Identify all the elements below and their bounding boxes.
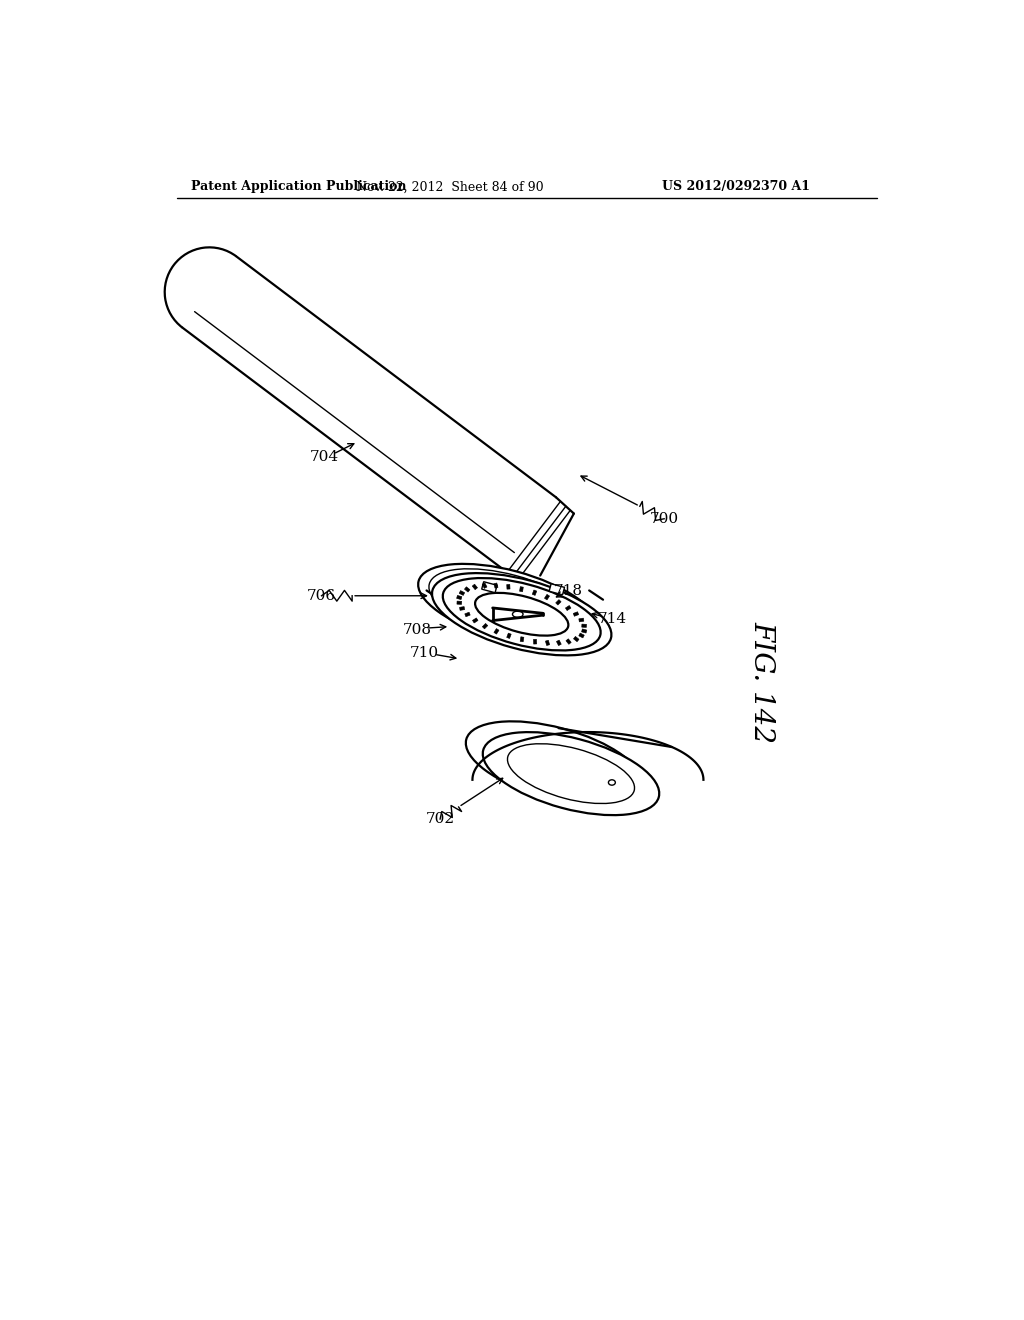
Text: 706: 706 — [307, 589, 336, 603]
Bar — [494, 583, 498, 589]
Bar — [457, 601, 462, 605]
Text: Nov. 22, 2012  Sheet 84 of 90: Nov. 22, 2012 Sheet 84 of 90 — [356, 181, 544, 194]
Text: 704: 704 — [310, 450, 339, 465]
Bar — [457, 595, 462, 599]
Text: US 2012/0292370 A1: US 2012/0292370 A1 — [662, 181, 810, 194]
Text: 702: 702 — [426, 812, 455, 826]
Bar — [465, 612, 470, 616]
Ellipse shape — [466, 721, 642, 804]
Ellipse shape — [482, 733, 659, 816]
Bar — [481, 582, 497, 593]
Bar — [566, 639, 571, 644]
Ellipse shape — [418, 564, 598, 645]
Bar — [507, 634, 511, 639]
Bar — [459, 590, 465, 595]
Bar — [472, 585, 477, 590]
Bar — [482, 623, 487, 628]
Bar — [482, 583, 487, 589]
Bar — [546, 640, 550, 645]
Bar — [549, 583, 564, 595]
Text: FIG. 142: FIG. 142 — [749, 620, 775, 743]
Bar — [545, 594, 550, 599]
Bar — [573, 611, 579, 616]
Bar — [519, 586, 523, 591]
Bar — [494, 628, 499, 634]
Bar — [582, 628, 587, 634]
Bar — [460, 607, 465, 610]
Ellipse shape — [432, 573, 611, 655]
Text: 700: 700 — [649, 512, 679, 525]
Text: 708: 708 — [402, 623, 431, 636]
Bar — [520, 636, 524, 642]
Bar — [465, 587, 470, 593]
Bar — [579, 618, 584, 622]
Text: 718: 718 — [553, 585, 583, 598]
Bar — [472, 618, 478, 623]
Bar — [565, 606, 571, 611]
Bar — [507, 585, 510, 589]
Bar — [573, 636, 579, 642]
Bar — [579, 634, 585, 638]
Text: Patent Application Publication: Patent Application Publication — [190, 181, 407, 194]
Bar — [556, 640, 561, 645]
Bar — [534, 639, 537, 644]
Ellipse shape — [475, 593, 568, 636]
Text: 710: 710 — [411, 645, 439, 660]
Bar — [532, 590, 537, 595]
Bar — [556, 599, 561, 605]
Text: 714: 714 — [598, 612, 627, 626]
Bar — [582, 624, 587, 627]
